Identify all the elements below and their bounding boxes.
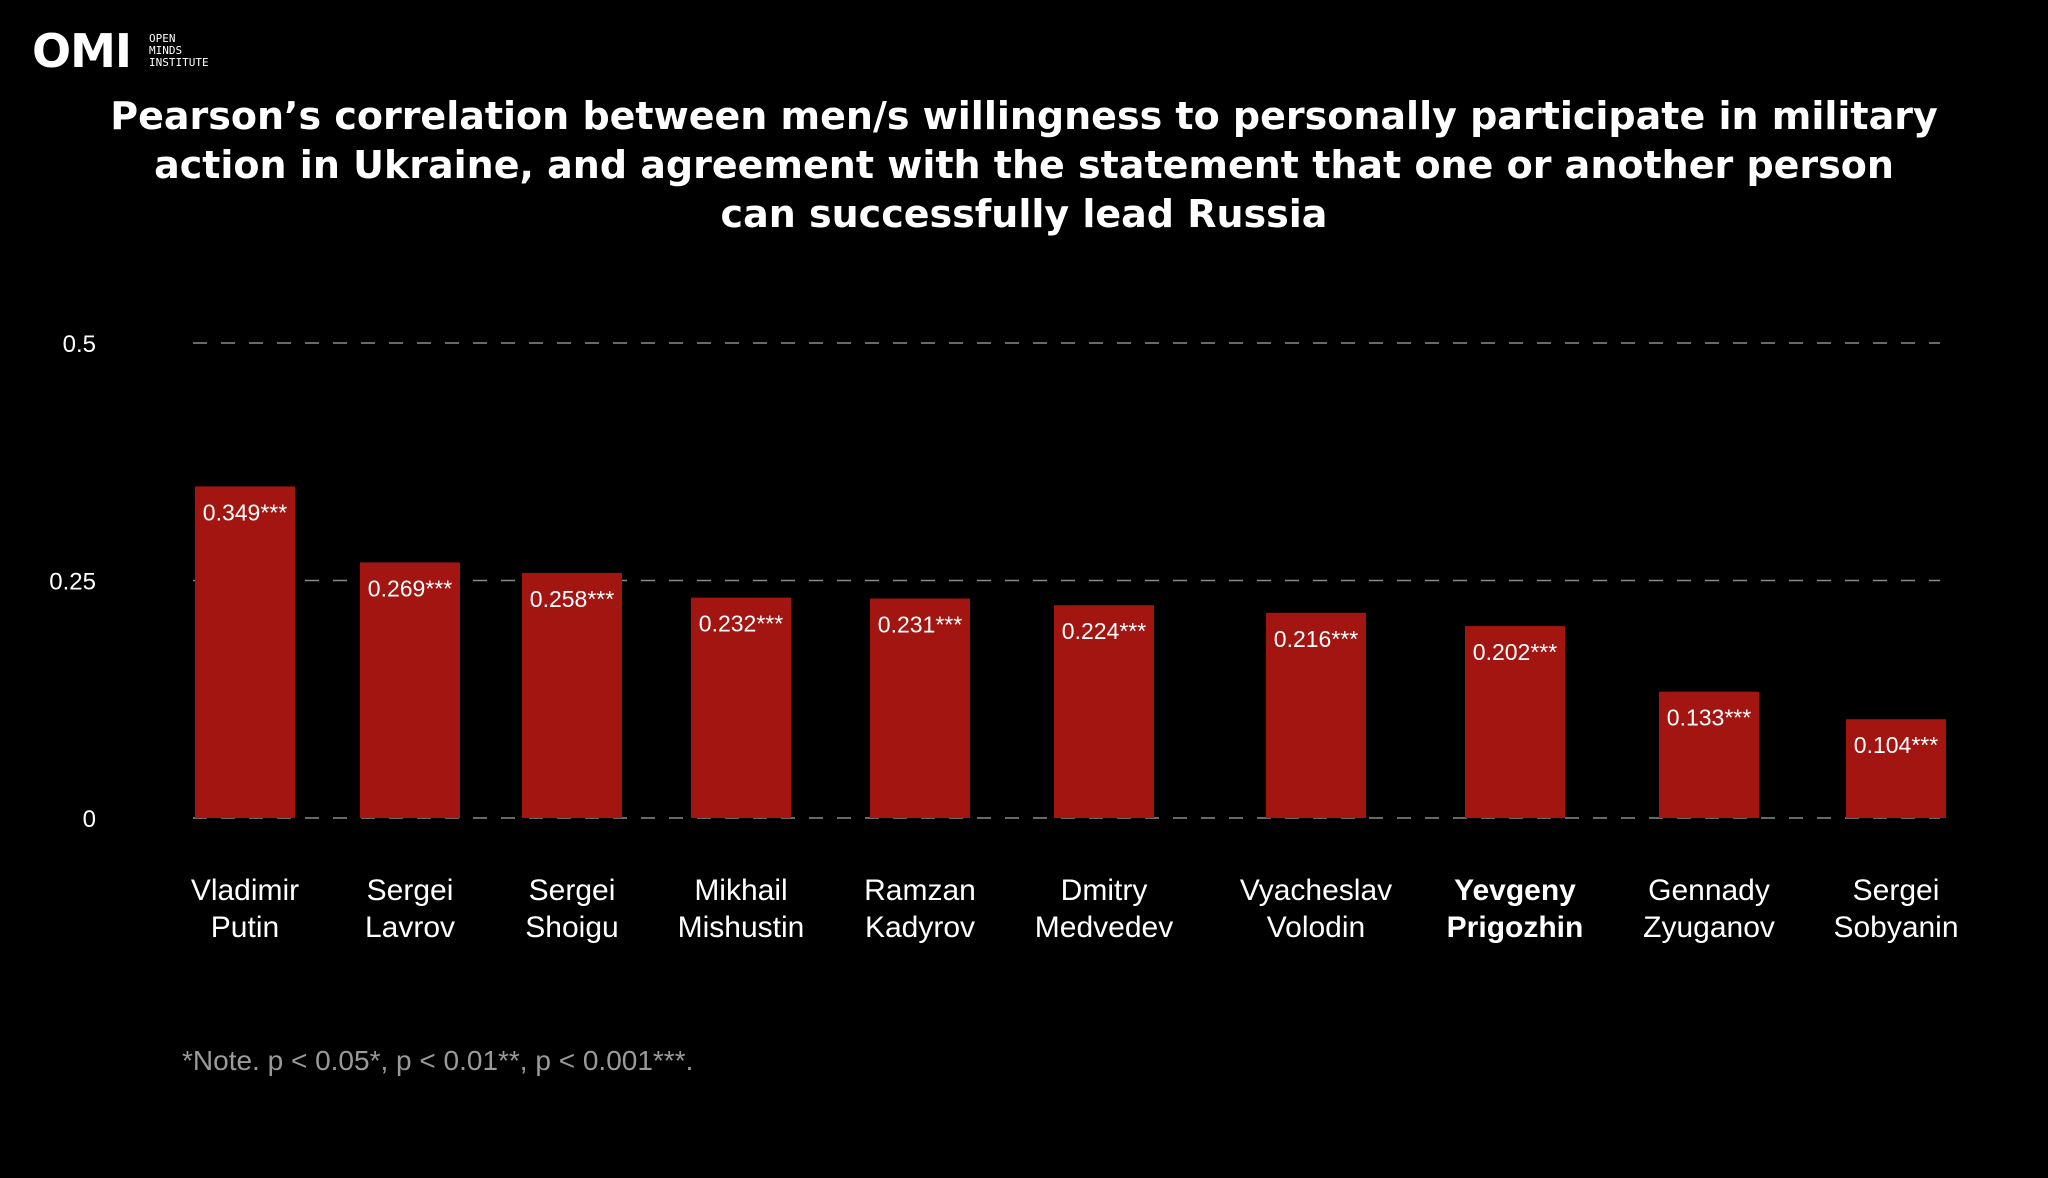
x-tick-label: Volodin bbox=[1267, 911, 1365, 944]
x-tick-label: Shoigu bbox=[525, 911, 618, 944]
bar bbox=[522, 572, 622, 818]
logo-text-line: OPEN bbox=[149, 32, 176, 45]
x-tick-label: Mishustin bbox=[678, 911, 805, 944]
x-tick-label: Zyuganov bbox=[1643, 911, 1775, 944]
x-tick-label: Mikhail bbox=[694, 874, 787, 907]
x-tick-label: Vladimir bbox=[191, 874, 299, 907]
x-tick-label: Lavrov bbox=[365, 911, 455, 944]
bar bbox=[1846, 719, 1946, 818]
data-label: 0.216*** bbox=[1274, 626, 1358, 652]
bar bbox=[360, 562, 460, 818]
data-label: 0.258*** bbox=[530, 586, 614, 612]
data-label: 0.104*** bbox=[1854, 732, 1938, 758]
chart-title: Pearson’s correlation between men/s will… bbox=[0, 92, 2048, 239]
y-tick-label: 0 bbox=[83, 806, 96, 833]
bar bbox=[1465, 626, 1565, 818]
bar bbox=[1659, 691, 1759, 818]
x-tick-label: Dmitry bbox=[1061, 874, 1148, 907]
logo-mark: OMI bbox=[32, 24, 132, 78]
bar-chart: 0 0.25 0.5 0.349*** Vladimir Putin 0.269*** Ser… bbox=[49, 331, 1958, 944]
logo-text: OPEN MINDS INSTITUTE bbox=[149, 33, 209, 69]
x-tick-label: Medvedev bbox=[1035, 911, 1173, 944]
bar bbox=[1054, 605, 1154, 818]
x-tick-label: Ramzan bbox=[864, 874, 976, 907]
x-tick-label: Sergei bbox=[1853, 874, 1940, 907]
x-tick-label: Prigozhin bbox=[1447, 911, 1584, 944]
significance-note: *Note. p < 0.05*, p < 0.01**, p < 0.001*… bbox=[182, 1045, 694, 1076]
data-label: 0.349*** bbox=[203, 499, 287, 525]
x-tick-label: Putin bbox=[211, 911, 279, 944]
data-label: 0.202*** bbox=[1473, 639, 1557, 665]
data-label: 0.224*** bbox=[1062, 618, 1146, 644]
x-tick-label: Gennady bbox=[1648, 874, 1770, 907]
bar bbox=[691, 597, 791, 818]
logo: OMI OPEN MINDS INSTITUTE bbox=[32, 28, 209, 74]
data-label: 0.133*** bbox=[1667, 705, 1751, 731]
bar bbox=[195, 486, 295, 818]
x-tick-label: Sergei bbox=[529, 874, 616, 907]
chart-title-line: Pearson’s correlation between men/s will… bbox=[110, 94, 1938, 138]
chart-title-line: action in Ukraine, and agreement with th… bbox=[154, 143, 1894, 187]
data-label: 0.231*** bbox=[878, 612, 962, 638]
x-tick-label: Sergei bbox=[367, 874, 454, 907]
logo-text-line: INSTITUTE bbox=[149, 56, 209, 69]
logo-text-line: MINDS bbox=[149, 44, 183, 57]
y-tick-label: 0.5 bbox=[63, 331, 96, 358]
bar bbox=[870, 598, 970, 818]
data-label: 0.232*** bbox=[699, 611, 783, 637]
bar bbox=[1266, 612, 1366, 818]
y-tick-label: 0.25 bbox=[49, 569, 96, 596]
x-tick-label: Vyacheslav bbox=[1240, 874, 1392, 907]
x-tick-label: Sobyanin bbox=[1833, 911, 1958, 944]
data-label: 0.269*** bbox=[368, 575, 452, 601]
x-tick-label: Yevgeny bbox=[1454, 874, 1576, 907]
chart-title-line: can successfully lead Russia bbox=[720, 192, 1328, 236]
x-tick-label: Kadyrov bbox=[865, 911, 975, 944]
